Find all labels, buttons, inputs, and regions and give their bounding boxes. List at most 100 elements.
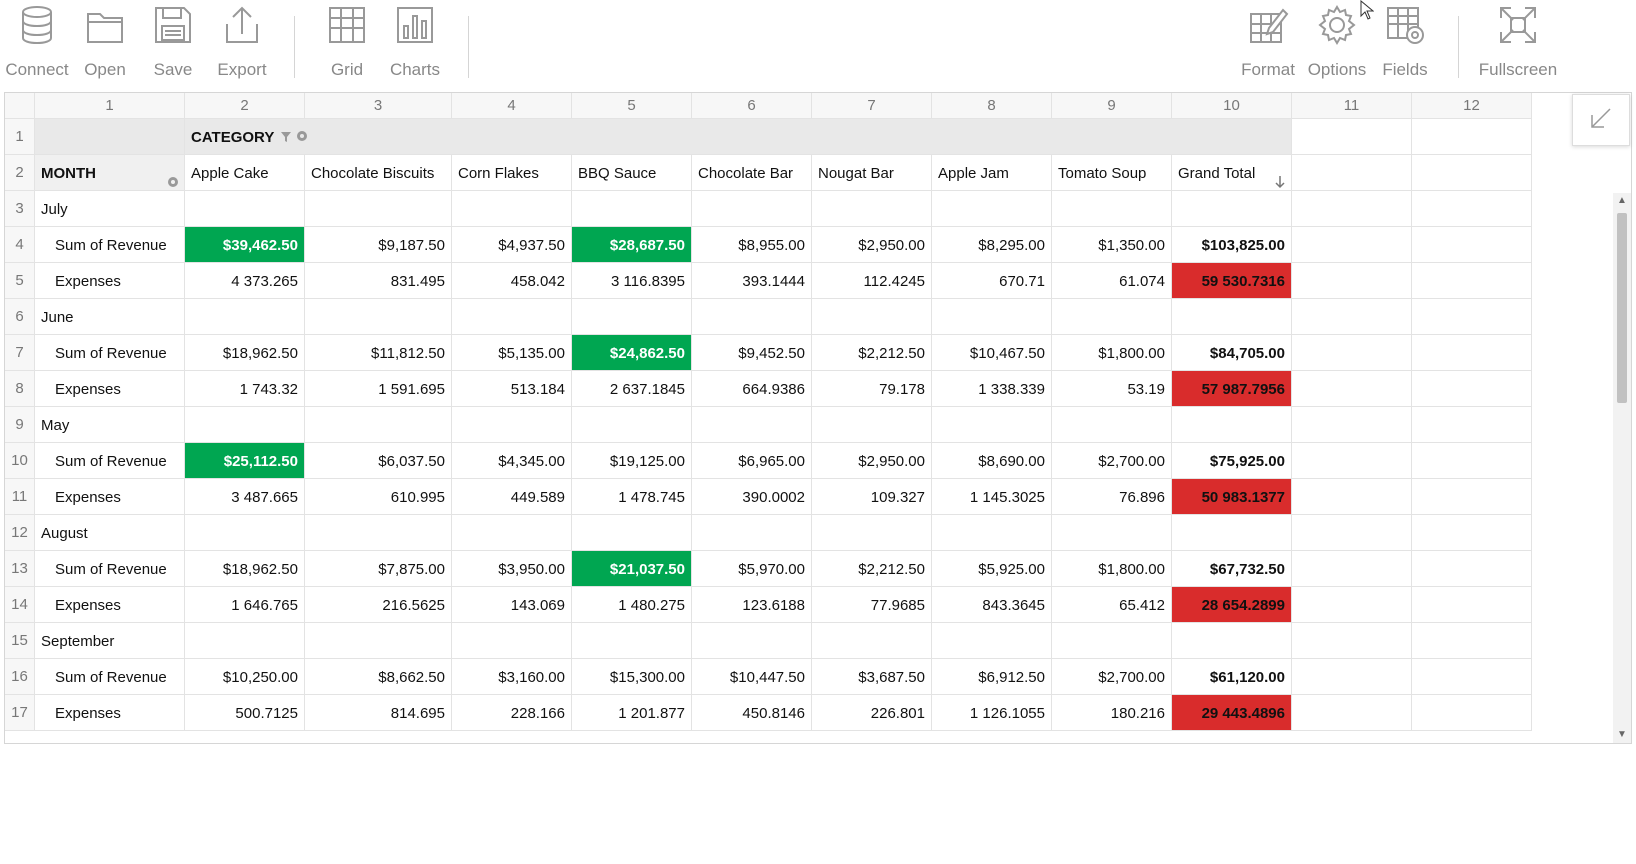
empty-cell[interactable] (1292, 263, 1412, 299)
row-number[interactable]: 11 (5, 479, 35, 515)
empty-cell[interactable] (692, 623, 812, 659)
empty-cell[interactable] (1292, 335, 1412, 371)
value-cell[interactable]: 1 743.32 (185, 371, 305, 407)
value-cell[interactable]: 3 116.8395 (572, 263, 692, 299)
value-cell[interactable]: $103,825.00 (1172, 227, 1292, 263)
value-cell[interactable]: $9,187.50 (305, 227, 452, 263)
value-cell[interactable]: 393.1444 (692, 263, 812, 299)
empty-cell[interactable] (1292, 227, 1412, 263)
collapse-panel-button[interactable] (1572, 94, 1630, 146)
empty-cell[interactable] (692, 299, 812, 335)
grid-button[interactable]: Grid (322, 0, 372, 84)
value-cell[interactable]: 449.589 (452, 479, 572, 515)
value-cell[interactable]: $67,732.50 (1172, 551, 1292, 587)
empty-cell[interactable] (812, 515, 932, 551)
value-cell[interactable]: 112.4245 (812, 263, 932, 299)
empty-cell[interactable] (1412, 119, 1532, 155)
value-cell[interactable]: $6,037.50 (305, 443, 452, 479)
empty-cell[interactable] (692, 191, 812, 227)
empty-cell[interactable] (1412, 659, 1532, 695)
measure-label[interactable]: Sum of Revenue (35, 335, 185, 371)
month-group-label[interactable]: July (35, 191, 185, 227)
value-cell[interactable]: $6,965.00 (692, 443, 812, 479)
column-label-apple-cake[interactable]: Apple Cake (185, 155, 305, 191)
empty-cell[interactable] (305, 623, 452, 659)
empty-cell[interactable] (185, 623, 305, 659)
value-cell[interactable]: $2,950.00 (812, 443, 932, 479)
value-cell[interactable]: $21,037.50 (572, 551, 692, 587)
empty-cell[interactable] (185, 299, 305, 335)
column-number-header[interactable]: 6 (692, 93, 812, 119)
value-cell[interactable]: 610.995 (305, 479, 452, 515)
measure-label[interactable]: Expenses (35, 587, 185, 623)
column-number-header[interactable]: 5 (572, 93, 692, 119)
empty-cell[interactable] (452, 299, 572, 335)
value-cell[interactable]: $18,962.50 (185, 551, 305, 587)
empty-cell[interactable] (932, 515, 1052, 551)
empty-cell[interactable] (1292, 443, 1412, 479)
value-cell[interactable]: 1 646.765 (185, 587, 305, 623)
empty-cell[interactable] (1292, 191, 1412, 227)
empty-cell[interactable] (305, 191, 452, 227)
empty-cell[interactable] (572, 515, 692, 551)
value-cell[interactable]: $7,875.00 (305, 551, 452, 587)
row-number[interactable]: 14 (5, 587, 35, 623)
empty-cell[interactable] (1292, 371, 1412, 407)
value-cell[interactable]: 1 478.745 (572, 479, 692, 515)
export-button[interactable]: Export (214, 0, 270, 84)
value-cell[interactable]: $25,112.50 (185, 443, 305, 479)
value-cell[interactable]: 814.695 (305, 695, 452, 731)
value-cell[interactable]: $75,925.00 (1172, 443, 1292, 479)
value-cell[interactable]: $11,812.50 (305, 335, 452, 371)
value-cell[interactable]: $5,970.00 (692, 551, 812, 587)
empty-cell[interactable] (305, 299, 452, 335)
row-number[interactable]: 1 (5, 119, 35, 155)
value-cell[interactable]: $1,800.00 (1052, 551, 1172, 587)
empty-cell[interactable] (305, 515, 452, 551)
value-cell[interactable]: 123.6188 (692, 587, 812, 623)
connect-button[interactable]: Connect (4, 0, 70, 84)
value-cell[interactable]: 65.412 (1052, 587, 1172, 623)
value-cell[interactable]: 59 530.7316 (1172, 263, 1292, 299)
empty-cell[interactable] (572, 299, 692, 335)
sort-descending-icon[interactable] (1275, 166, 1285, 190)
value-cell[interactable]: $18,962.50 (185, 335, 305, 371)
value-cell[interactable]: 1 338.339 (932, 371, 1052, 407)
empty-cell[interactable] (1052, 191, 1172, 227)
empty-cell[interactable] (932, 299, 1052, 335)
empty-cell[interactable] (1052, 299, 1172, 335)
row-number[interactable]: 8 (5, 371, 35, 407)
empty-cell[interactable] (932, 407, 1052, 443)
value-cell[interactable]: $4,937.50 (452, 227, 572, 263)
empty-cell[interactable] (452, 515, 572, 551)
value-cell[interactable]: $2,700.00 (1052, 443, 1172, 479)
measure-label[interactable]: Expenses (35, 479, 185, 515)
value-cell[interactable]: 500.7125 (185, 695, 305, 731)
scroll-up-arrow-icon[interactable]: ▲ (1617, 195, 1627, 206)
empty-cell[interactable] (185, 515, 305, 551)
value-cell[interactable]: 1 201.877 (572, 695, 692, 731)
month-group-label[interactable]: August (35, 515, 185, 551)
empty-cell[interactable] (1172, 299, 1292, 335)
value-cell[interactable]: 450.8146 (692, 695, 812, 731)
value-cell[interactable]: 77.9685 (812, 587, 932, 623)
empty-cell[interactable] (1412, 191, 1532, 227)
vertical-scrollbar[interactable]: ▲ ▼ (1613, 193, 1631, 743)
empty-cell[interactable] (1412, 479, 1532, 515)
value-cell[interactable]: $8,295.00 (932, 227, 1052, 263)
empty-cell[interactable] (1292, 587, 1412, 623)
value-cell[interactable]: 61.074 (1052, 263, 1172, 299)
empty-cell[interactable] (932, 191, 1052, 227)
row-number[interactable]: 10 (5, 443, 35, 479)
empty-cell[interactable] (1172, 515, 1292, 551)
column-label-bbq-sauce[interactable]: BBQ Sauce (572, 155, 692, 191)
measure-label[interactable]: Sum of Revenue (35, 227, 185, 263)
gear-icon[interactable] (166, 166, 180, 190)
value-cell[interactable]: $8,690.00 (932, 443, 1052, 479)
empty-cell[interactable] (1412, 371, 1532, 407)
empty-cell[interactable] (692, 515, 812, 551)
measure-label[interactable]: Expenses (35, 263, 185, 299)
column-number-header[interactable]: 7 (812, 93, 932, 119)
open-button[interactable]: Open (80, 0, 130, 84)
empty-cell[interactable] (1292, 551, 1412, 587)
